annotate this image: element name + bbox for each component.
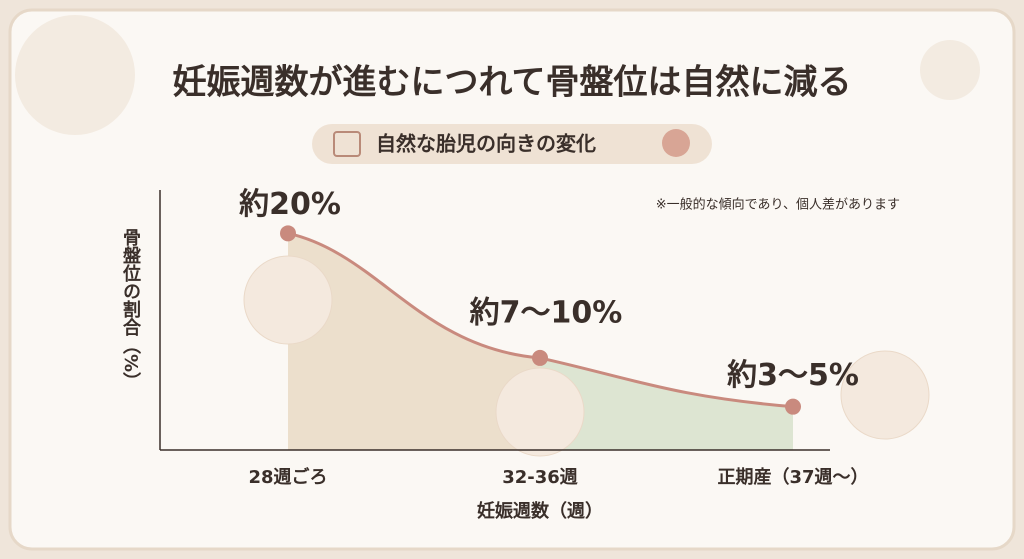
area (540, 357, 793, 450)
decor (920, 40, 980, 100)
note: ※一般的な傾向であり、個人差があります (656, 197, 900, 213)
value-label: 約3〜5% (727, 358, 859, 393)
x-axis-title: 妊娠週数（週） (477, 500, 603, 522)
y-axis-title: 骨盤位の割合（%） (120, 228, 142, 390)
chart-subtitle: 自然な胎児の向きの変化 (376, 132, 596, 156)
area (288, 233, 540, 450)
plot: 約20% 28週ごろ 約7〜10% 32-36週 約3〜5% 正期産（37週〜） (239, 187, 930, 488)
x-tick-label: 32-36週 (502, 467, 578, 488)
value-label: 約7〜10% (470, 295, 623, 330)
baby-illustration (243, 255, 333, 345)
subtitle-pill (312, 124, 712, 164)
baby-illustration (495, 367, 585, 457)
x-tick-label: 28週ごろ (248, 466, 327, 488)
value-label: 約20% (239, 187, 341, 222)
decor (15, 15, 135, 135)
point (280, 225, 296, 242)
point (532, 349, 548, 366)
baby-illustration (840, 350, 930, 440)
chart-title: 妊娠週数が進むにつれて骨盤位は自然に減る (173, 63, 852, 103)
calendar-icon (333, 131, 361, 157)
x-tick-label: 正期産（37週〜） (717, 466, 868, 488)
mother-icon (662, 129, 690, 157)
point (785, 398, 801, 415)
